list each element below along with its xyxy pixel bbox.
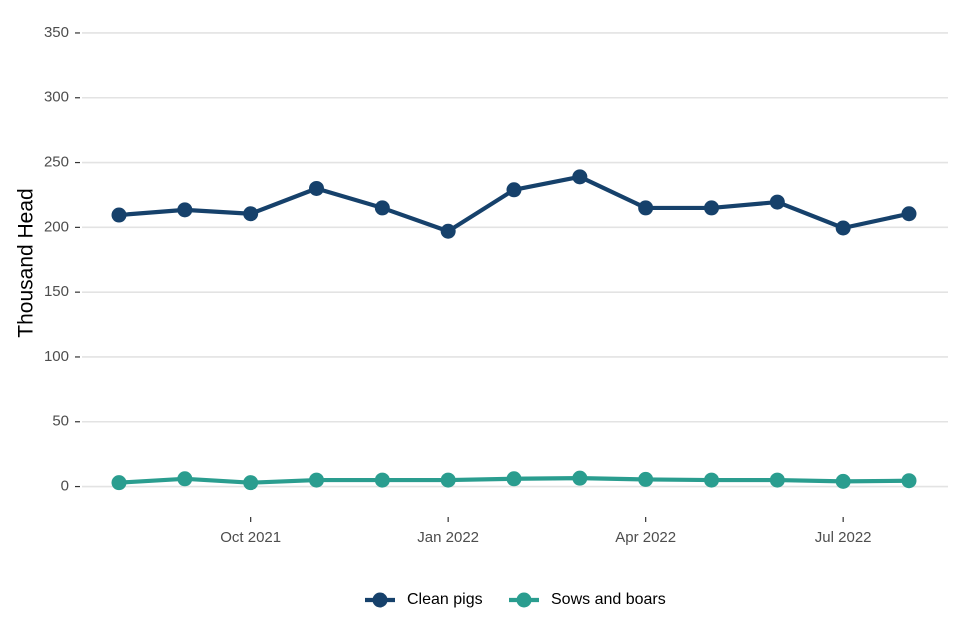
data-point (769, 194, 785, 210)
data-point (638, 200, 654, 216)
series-layer (111, 169, 917, 491)
data-point (901, 206, 917, 222)
legend: Clean pigs Sows and boars (365, 591, 666, 608)
y-axis: 0 50 100 150 200 250 300 350 (44, 24, 80, 495)
data-point (243, 206, 259, 222)
data-point (440, 223, 456, 239)
y-axis-title: Thousand Head (15, 188, 38, 337)
data-point (374, 472, 390, 488)
data-point (901, 473, 917, 489)
data-point (572, 470, 588, 486)
legend-swatch-point (516, 592, 532, 608)
data-point (506, 182, 522, 198)
legend-item: Clean pigs (365, 591, 483, 608)
legend-label: Sows and boars (551, 591, 666, 608)
y-tick-label: 200 (44, 218, 69, 235)
data-point (506, 471, 522, 487)
series-sows-and-boars (111, 470, 917, 491)
gridlines (82, 32, 948, 488)
y-tick-label: 0 (61, 478, 69, 495)
data-point (177, 202, 193, 218)
x-tick-label: Jul 2022 (815, 529, 872, 546)
legend-item: Sows and boars (509, 591, 666, 608)
data-point (111, 475, 127, 491)
y-tick-label: 50 (52, 413, 69, 430)
legend-label: Clean pigs (407, 591, 483, 608)
y-tick-label: 350 (44, 24, 69, 41)
x-tick-label: Jan 2022 (417, 529, 479, 546)
series-clean-pigs (111, 169, 917, 239)
data-point (309, 472, 324, 488)
x-axis: Oct 2021 Jan 2022 Apr 2022 Jul 2022 (220, 517, 872, 546)
data-point (572, 169, 588, 185)
y-tick-label: 100 (44, 348, 69, 365)
data-point (374, 200, 390, 216)
y-tick-label: 150 (44, 283, 69, 300)
data-point (835, 473, 851, 489)
data-point (704, 200, 719, 216)
data-point (835, 220, 851, 236)
data-point (243, 475, 259, 491)
data-point (440, 472, 456, 488)
data-point (177, 471, 193, 487)
data-point (111, 207, 127, 223)
data-point (309, 180, 324, 196)
x-tick-label: Oct 2021 (220, 529, 281, 546)
y-tick-label: 250 (44, 154, 69, 171)
y-tick-label: 300 (44, 89, 69, 106)
data-point (769, 472, 785, 488)
data-point (704, 472, 719, 488)
data-point (638, 471, 654, 487)
x-tick-label: Apr 2022 (615, 529, 676, 546)
legend-swatch-point (372, 592, 388, 608)
